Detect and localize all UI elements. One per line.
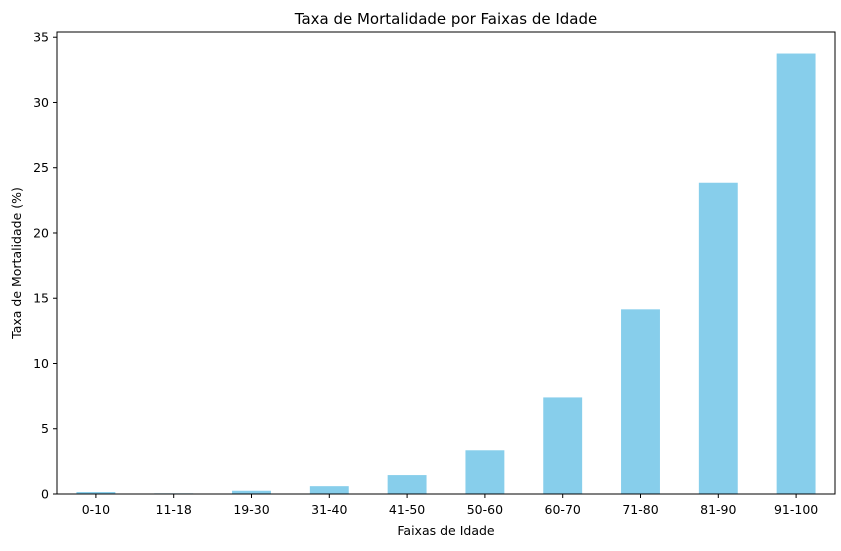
x-tick-label-50-60: 50-60 <box>467 502 503 517</box>
y-tick-label-20: 20 <box>33 225 49 240</box>
bar-60-70 <box>543 397 583 494</box>
y-tick-label-0: 0 <box>41 487 49 502</box>
y-tick-label-35: 35 <box>33 30 49 45</box>
x-axis-label: Faixas de Idade <box>397 523 495 538</box>
y-tick-label-30: 30 <box>33 95 49 110</box>
x-axis: 0-10 11-18 19-30 31-40 41-50 50-60 60-70 71-80 8… <box>82 494 818 517</box>
y-axis: 0 5 10 15 20 25 30 35 <box>33 30 57 502</box>
x-tick-label-71-80: 71-80 <box>622 502 658 517</box>
x-tick-label-31-40: 31-40 <box>311 502 347 517</box>
bar-91-100 <box>776 53 816 494</box>
bars-group <box>76 53 816 495</box>
y-tick-label-5: 5 <box>41 421 49 436</box>
x-tick-label-19-30: 19-30 <box>233 502 269 517</box>
chart-title: Taxa de Mortalidade por Faixas de Idade <box>294 10 597 28</box>
bar-81-90 <box>698 182 738 495</box>
bar-0-10 <box>76 492 116 494</box>
y-tick-label-10: 10 <box>33 356 49 371</box>
x-tick-label-11-18: 11-18 <box>156 502 192 517</box>
bar-41-50 <box>387 475 427 494</box>
y-axis-label: Taxa de Mortalidade (%) <box>9 187 24 340</box>
x-tick-label-60-70: 60-70 <box>545 502 581 517</box>
x-tick-label-81-90: 81-90 <box>700 502 736 517</box>
bar-19-30 <box>232 490 271 494</box>
bar-71-80 <box>621 309 660 494</box>
y-tick-label-25: 25 <box>33 160 49 175</box>
x-tick-label-91-100: 91-100 <box>774 502 818 517</box>
bar-50-60 <box>465 450 505 494</box>
x-tick-label-0-10: 0-10 <box>82 502 110 517</box>
plot-frame <box>56 31 836 495</box>
y-tick-label-15: 15 <box>33 291 49 306</box>
bar-31-40 <box>309 486 349 494</box>
x-tick-label-41-50: 41-50 <box>389 502 425 517</box>
